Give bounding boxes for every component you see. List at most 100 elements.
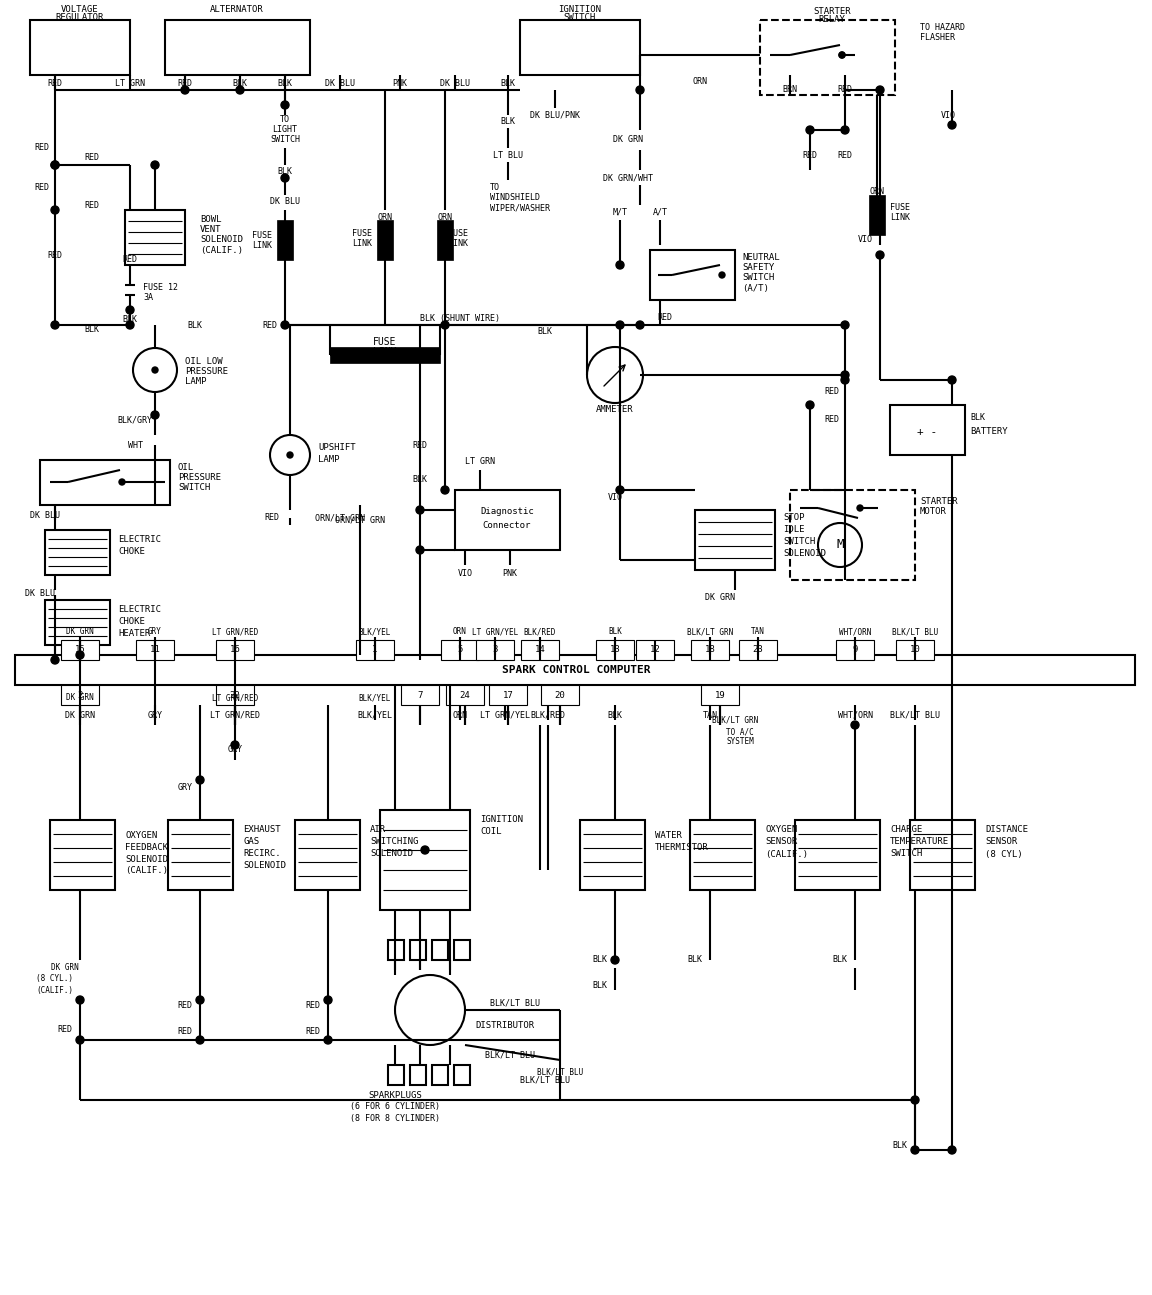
- Bar: [165, 19, 310, 75]
- Text: DK GRN/WHT: DK GRN/WHT: [602, 174, 653, 183]
- Circle shape: [76, 651, 84, 659]
- Text: BATTERY: BATTERY: [970, 427, 1008, 436]
- Text: DK GRN: DK GRN: [705, 593, 735, 602]
- Bar: [836, 640, 874, 660]
- Text: (A/T): (A/T): [742, 284, 768, 293]
- Text: BLK: BLK: [278, 79, 293, 88]
- Text: OXYGEN: OXYGEN: [765, 825, 797, 834]
- Circle shape: [441, 486, 449, 493]
- Circle shape: [876, 251, 884, 259]
- Text: SYSTEM: SYSTEM: [726, 737, 753, 746]
- Text: HEATER: HEATER: [118, 629, 150, 638]
- Text: EXHAUST: EXHAUST: [243, 825, 281, 834]
- Circle shape: [151, 161, 159, 170]
- Text: (CALIF.): (CALIF.): [37, 985, 74, 995]
- Text: ORN: ORN: [438, 214, 453, 223]
- Text: LINK: LINK: [890, 214, 910, 223]
- Text: WINDSHIELD: WINDSHIELD: [490, 193, 540, 202]
- Circle shape: [616, 262, 624, 269]
- Bar: [217, 685, 253, 704]
- Bar: [126, 210, 185, 265]
- Circle shape: [851, 721, 859, 729]
- Text: ORN: ORN: [453, 711, 468, 720]
- Text: SWITCH: SWITCH: [783, 537, 816, 546]
- Text: ORN: ORN: [692, 78, 707, 87]
- Text: RED: RED: [177, 79, 192, 88]
- Text: GRY: GRY: [177, 783, 192, 793]
- Text: BLK/YEL: BLK/YEL: [358, 694, 392, 702]
- Text: LAMP: LAMP: [318, 456, 340, 465]
- Text: 14: 14: [535, 645, 545, 654]
- Bar: [168, 820, 233, 890]
- Bar: [521, 640, 559, 660]
- Text: STOP: STOP: [783, 514, 804, 522]
- Text: LT GRN/RED: LT GRN/RED: [212, 694, 258, 702]
- Text: BLK: BLK: [500, 79, 515, 88]
- Text: ELECTRIC: ELECTRIC: [118, 536, 161, 544]
- Bar: [217, 640, 253, 660]
- Text: RED: RED: [47, 250, 62, 259]
- Circle shape: [948, 120, 956, 130]
- Text: FUSE: FUSE: [252, 231, 272, 240]
- Text: SPARK CONTROL COMPUTER: SPARK CONTROL COMPUTER: [502, 666, 650, 675]
- Circle shape: [76, 1036, 84, 1044]
- Text: SPARKPLUGS: SPARKPLUGS: [369, 1090, 422, 1099]
- Text: BLK (SHUNT WIRE): BLK (SHUNT WIRE): [420, 313, 500, 322]
- Text: CHARGE: CHARGE: [890, 825, 923, 834]
- Text: GRY: GRY: [149, 628, 162, 637]
- Text: 17: 17: [502, 690, 514, 699]
- Bar: [760, 19, 895, 95]
- Text: GRY: GRY: [227, 746, 243, 755]
- Circle shape: [126, 306, 134, 313]
- Bar: [738, 640, 776, 660]
- Circle shape: [420, 846, 429, 853]
- Text: STARTER: STARTER: [813, 8, 851, 17]
- Text: TO HAZARD: TO HAZARD: [920, 23, 965, 32]
- Text: DK BLU/PNK: DK BLU/PNK: [530, 110, 579, 119]
- Text: VIO: VIO: [940, 110, 955, 119]
- Circle shape: [588, 347, 643, 403]
- Text: SWITCH: SWITCH: [742, 273, 774, 282]
- Text: 10: 10: [910, 645, 920, 654]
- Text: Connector: Connector: [483, 521, 531, 530]
- Text: DK BLU: DK BLU: [270, 198, 300, 206]
- Text: ORN/LT GRN: ORN/LT GRN: [335, 515, 385, 524]
- Text: 2: 2: [77, 690, 83, 699]
- Text: LT GRN/YEL: LT GRN/YEL: [472, 628, 518, 637]
- Text: ALTERNATOR: ALTERNATOR: [210, 5, 264, 14]
- Circle shape: [416, 506, 424, 514]
- Text: BLK: BLK: [592, 956, 607, 965]
- Text: TO: TO: [280, 115, 290, 124]
- Text: DK GRN: DK GRN: [66, 694, 93, 702]
- Text: LINK: LINK: [353, 238, 372, 247]
- Text: LAMP: LAMP: [185, 378, 206, 386]
- Text: SENSOR: SENSOR: [765, 838, 797, 847]
- Circle shape: [857, 505, 863, 512]
- Bar: [295, 820, 359, 890]
- Bar: [61, 685, 99, 704]
- Text: PRESSURE: PRESSURE: [179, 474, 221, 483]
- Text: SWITCH: SWITCH: [270, 136, 300, 145]
- Text: M: M: [836, 539, 843, 552]
- Text: PNK: PNK: [502, 569, 517, 578]
- Text: (6 FOR 6 CYLINDER): (6 FOR 6 CYLINDER): [350, 1102, 440, 1111]
- Text: RED: RED: [305, 1027, 320, 1036]
- Bar: [356, 640, 394, 660]
- Bar: [795, 820, 880, 890]
- Circle shape: [281, 321, 289, 329]
- Text: ELECTRIC: ELECTRIC: [118, 606, 161, 615]
- Text: 23: 23: [752, 645, 764, 654]
- Text: BRN: BRN: [782, 85, 797, 95]
- Bar: [432, 940, 448, 960]
- Text: BLK/YEL: BLK/YEL: [357, 711, 393, 720]
- Circle shape: [876, 85, 884, 95]
- Bar: [636, 640, 674, 660]
- Text: BLK/GRY: BLK/GRY: [118, 416, 152, 425]
- Bar: [410, 940, 426, 960]
- Bar: [276, 220, 293, 260]
- Text: VIO: VIO: [607, 493, 622, 502]
- Bar: [45, 600, 109, 645]
- Text: LT BLU: LT BLU: [493, 150, 523, 159]
- Text: RED: RED: [838, 150, 852, 159]
- Text: WHT: WHT: [128, 440, 143, 449]
